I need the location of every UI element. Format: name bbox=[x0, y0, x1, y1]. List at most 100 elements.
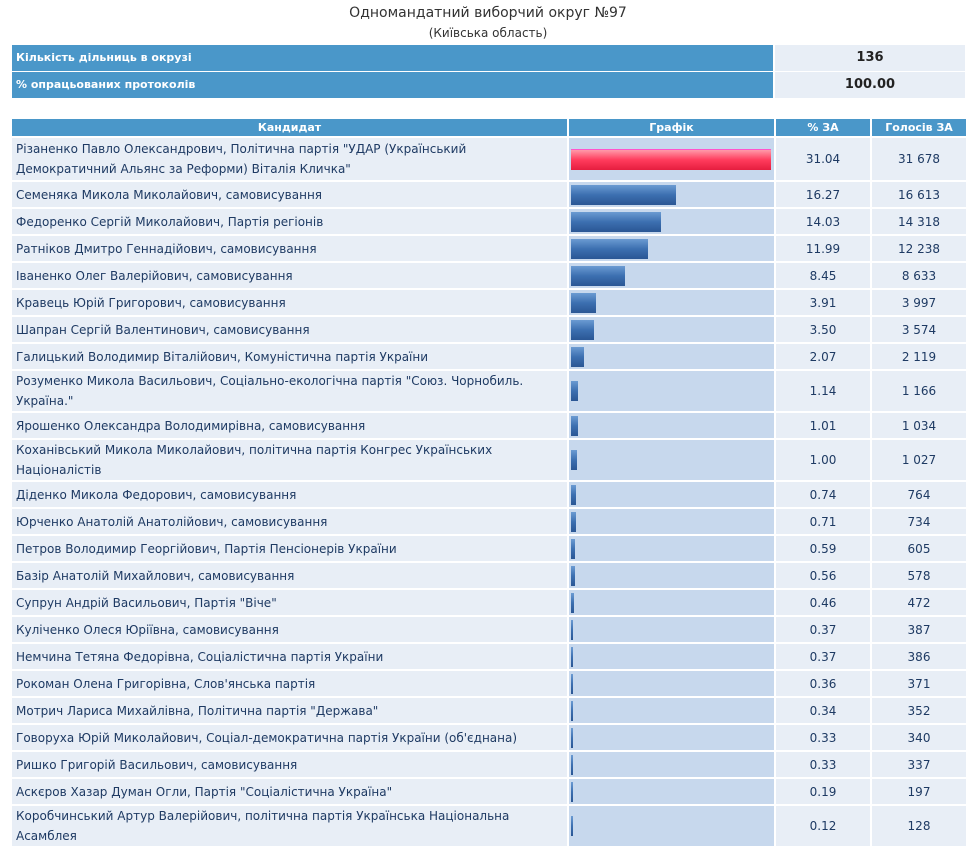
votes-value: 1 034 bbox=[872, 413, 966, 440]
result-bar bbox=[571, 450, 577, 470]
candidate-name: Немчина Тетяна Федорівна, Соціалістична … bbox=[12, 644, 567, 671]
summary-label: Кількість дільниць в окрузі bbox=[12, 45, 773, 71]
table-row: Немчина Тетяна Федорівна, Соціалістична … bbox=[12, 644, 966, 671]
votes-value: 31 678 bbox=[872, 138, 966, 182]
votes-value: 12 238 bbox=[872, 236, 966, 263]
percent-value: 0.37 bbox=[776, 644, 870, 671]
candidate-name: Галицький Володимир Віталійович, Комуніс… bbox=[12, 344, 567, 371]
table-row: Куліченко Олеся Юріївна, самовисування 0.… bbox=[12, 617, 966, 644]
result-bar-cell bbox=[569, 482, 774, 509]
result-bar bbox=[571, 292, 596, 313]
candidate-name: Куліченко Олеся Юріївна, самовисування bbox=[12, 617, 567, 644]
candidate-name: Діденко Микола Федорович, самовисування bbox=[12, 482, 567, 509]
votes-value: 472 bbox=[872, 590, 966, 617]
percent-value: 0.36 bbox=[776, 671, 870, 698]
candidate-name: Шапран Сергій Валентинович, самовисуванн… bbox=[12, 317, 567, 344]
votes-value: 8 633 bbox=[872, 263, 966, 290]
candidate-name: Розуменко Микола Васильович, Соціально-е… bbox=[12, 371, 567, 413]
result-bar-cell bbox=[569, 263, 774, 290]
votes-value: 764 bbox=[872, 482, 966, 509]
votes-value: 578 bbox=[872, 563, 966, 590]
result-bar bbox=[571, 646, 573, 667]
result-bar bbox=[571, 538, 575, 559]
table-row: Діденко Микола Федорович, самовисування 0… bbox=[12, 482, 966, 509]
summary-value: 100.00 bbox=[775, 72, 965, 98]
votes-value: 3 574 bbox=[872, 317, 966, 344]
result-bar bbox=[571, 484, 576, 505]
percent-value: 0.74 bbox=[776, 482, 870, 509]
result-bar bbox=[571, 727, 573, 748]
votes-value: 605 bbox=[872, 536, 966, 563]
percent-value: 1.14 bbox=[776, 371, 870, 413]
table-row: Ратніков Дмитро Геннадійович, самовисува… bbox=[12, 236, 966, 263]
result-bar-cell bbox=[569, 698, 774, 725]
candidate-name: Мотрич Лариса Михайлівна, Політична парт… bbox=[12, 698, 567, 725]
percent-value: 0.59 bbox=[776, 536, 870, 563]
result-bar-cell bbox=[569, 236, 774, 263]
result-bar bbox=[571, 415, 578, 436]
result-bar-cell bbox=[569, 290, 774, 317]
result-bar bbox=[571, 781, 573, 802]
result-bar-cell bbox=[569, 440, 774, 482]
column-header-percent: % ЗА bbox=[776, 119, 870, 138]
result-bar-cell bbox=[569, 752, 774, 779]
votes-value: 128 bbox=[872, 806, 966, 848]
percent-value: 0.46 bbox=[776, 590, 870, 617]
candidate-name: Ришко Григорій Васильович, самовисування bbox=[12, 752, 567, 779]
result-bar-cell bbox=[569, 671, 774, 698]
summary-row-protocols: % опрацьованих протоколів 100.00 bbox=[12, 72, 965, 98]
candidate-name: Говоруха Юрій Миколайович, Соціал-демокр… bbox=[12, 725, 567, 752]
result-bar bbox=[571, 148, 771, 170]
percent-value: 0.56 bbox=[776, 563, 870, 590]
result-bar bbox=[571, 319, 594, 340]
summary-label: % опрацьованих протоколів bbox=[12, 72, 773, 98]
candidate-name: Іваненко Олег Валерійович, самовисування bbox=[12, 263, 567, 290]
percent-value: 11.99 bbox=[776, 236, 870, 263]
result-bar bbox=[571, 816, 573, 836]
candidate-name: Рокоман Олена Григорівна, Слов'янська па… bbox=[12, 671, 567, 698]
result-bar-cell bbox=[569, 644, 774, 671]
percent-value: 0.33 bbox=[776, 725, 870, 752]
table-row: Ришко Григорій Васильович, самовисування… bbox=[12, 752, 966, 779]
table-row: Базір Анатолій Михайлович, самовисування… bbox=[12, 563, 966, 590]
table-row: Кравець Юрій Григорович, самовисування 3.… bbox=[12, 290, 966, 317]
candidate-name: Кравець Юрій Григорович, самовисування bbox=[12, 290, 567, 317]
result-bar-cell bbox=[569, 344, 774, 371]
percent-value: 3.50 bbox=[776, 317, 870, 344]
votes-value: 3 997 bbox=[872, 290, 966, 317]
candidate-name: Ратніков Дмитро Геннадійович, самовисува… bbox=[12, 236, 567, 263]
table-row: Розуменко Микола Васильович, Соціально-е… bbox=[12, 371, 966, 413]
summary-value: 136 bbox=[775, 45, 965, 71]
table-row: Шапран Сергій Валентинович, самовисуванн… bbox=[12, 317, 966, 344]
table-header-row: Кандидат Графік % ЗА Голосів ЗА bbox=[12, 119, 966, 138]
page-subtitle: (Київська область) bbox=[428, 26, 548, 40]
candidate-name: Різаненко Павло Олександрович, Політична… bbox=[12, 138, 567, 182]
table-row: Коханівський Микола Миколайович, політич… bbox=[12, 440, 966, 482]
result-bar-cell bbox=[569, 509, 774, 536]
result-bar bbox=[571, 346, 584, 367]
table-row: Говоруха Юрій Миколайович, Соціал-демокр… bbox=[12, 725, 966, 752]
table-row: Різаненко Павло Олександрович, Політична… bbox=[12, 138, 966, 182]
candidate-name: Коханівський Микола Миколайович, політич… bbox=[12, 440, 567, 482]
result-bar-cell bbox=[569, 182, 774, 209]
result-bar bbox=[571, 592, 574, 613]
votes-value: 16 613 bbox=[872, 182, 966, 209]
result-bar-cell bbox=[569, 536, 774, 563]
candidate-name: Семеняка Микола Миколайович, самовисуван… bbox=[12, 182, 567, 209]
votes-value: 337 bbox=[872, 752, 966, 779]
percent-value: 0.33 bbox=[776, 752, 870, 779]
percent-value: 1.01 bbox=[776, 413, 870, 440]
percent-value: 3.91 bbox=[776, 290, 870, 317]
table-row: Іваненко Олег Валерійович, самовисування… bbox=[12, 263, 966, 290]
candidate-name: Ярошенко Олександра Володимирівна, самов… bbox=[12, 413, 567, 440]
votes-value: 386 bbox=[872, 644, 966, 671]
candidate-name: Супрун Андрій Васильович, Партія "Віче" bbox=[12, 590, 567, 617]
column-header-votes: Голосів ЗА bbox=[872, 119, 966, 138]
result-bar-cell bbox=[569, 590, 774, 617]
candidate-name: Аскєров Хазар Думан Огли, Партія "Соціал… bbox=[12, 779, 567, 806]
table-row: Юрченко Анатолій Анатолійович, самовисув… bbox=[12, 509, 966, 536]
table-row: Мотрич Лариса Михайлівна, Політична парт… bbox=[12, 698, 966, 725]
result-bar bbox=[571, 381, 578, 401]
result-bar bbox=[571, 265, 625, 286]
result-bar-cell bbox=[569, 413, 774, 440]
